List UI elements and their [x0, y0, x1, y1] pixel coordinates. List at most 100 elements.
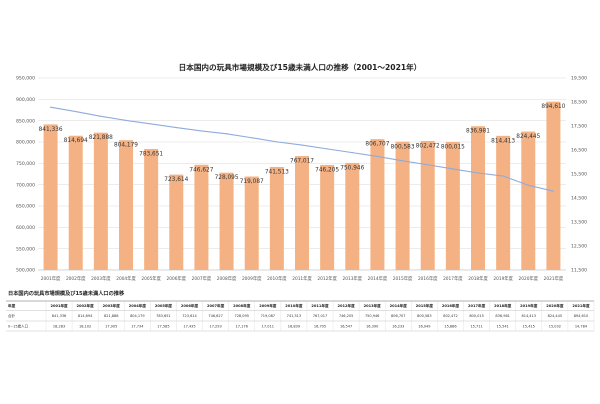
table-cell: 17,293 [209, 324, 221, 328]
bar-value-label: 800,015 [441, 144, 465, 150]
x-tick-label: 2007年度 [192, 275, 212, 282]
line-point [552, 190, 555, 192]
bar-value-label: 746,627 [189, 167, 213, 173]
y2-tick-label: 13,500 [571, 220, 587, 226]
y2-tick-label: 15,500 [571, 172, 587, 178]
bar-value-label: 719,087 [240, 179, 264, 185]
table-cell: 17,734 [131, 324, 144, 328]
table-header-cell: 2003年度 [103, 303, 121, 308]
line-point [175, 126, 177, 129]
x-tick-label: 2015年度 [393, 275, 413, 282]
table-header-cell: 2018年度 [494, 303, 512, 308]
table-cell: 17,435 [183, 324, 195, 328]
x-tick-label: 2003年度 [91, 275, 111, 282]
x-tick-label: 2006年度 [167, 275, 187, 282]
table-header-cell: 2013年度 [364, 303, 382, 308]
table-header-cell: 2015年度 [416, 303, 434, 308]
bar [395, 141, 410, 270]
bar-value-label: 814,413 [491, 138, 515, 144]
bar-value-label: 806,707 [365, 142, 389, 148]
y2-tick-label: 19,500 [571, 76, 587, 82]
line-point [100, 115, 102, 117]
table-cell: 783,651 [156, 314, 170, 318]
table-cell: 16,049 [418, 324, 430, 328]
bar-value-label: 894,610 [541, 104, 565, 110]
line-point [502, 175, 504, 177]
x-tick-label: 2013年度 [343, 275, 363, 282]
table-cell: 15,415 [523, 324, 535, 328]
x-tick-label: 2020年度 [519, 275, 539, 282]
x-tick-label: 2009年度 [242, 275, 262, 282]
y-axis-left: 500,000 550,000 600,000 650,000 700,000 750,0… [16, 76, 35, 274]
line-point [125, 119, 127, 121]
bar [496, 135, 511, 270]
data-table: 年度 2001年度 2002年度 2003年度 2004年度 2005年度 2006年度 20… [6, 300, 595, 332]
bar [43, 124, 58, 270]
table-cell: 16,705 [314, 324, 326, 328]
y2-tick-label: 16,500 [571, 148, 587, 154]
y-tick-label: 550,000 [16, 246, 35, 252]
x-tick-label: 2010年度 [267, 275, 287, 282]
table-header-cell: 2012年度 [337, 303, 355, 308]
x-tick-label: 2005年度 [141, 275, 161, 282]
table-cell: 18,102 [79, 324, 91, 328]
bar-value-label: 821,888 [89, 135, 113, 141]
table-cell: 894,610 [574, 314, 588, 318]
bar-value-label: 841,336 [39, 127, 63, 133]
bar [546, 101, 561, 271]
table-header-cell: 2006年度 [181, 303, 199, 308]
table-header-cell: 2014年度 [390, 303, 408, 308]
x-tick-label: 2004年度 [116, 275, 136, 282]
table-cell: 841,336 [52, 314, 66, 318]
table-cell: 723,614 [182, 314, 197, 318]
bar-value-label: 814,694 [64, 138, 88, 144]
y-axis-right: 11,500 12,500 13,500 14,500 15,500 16,500 17,5… [571, 76, 587, 274]
y2-tick-label: 11,500 [571, 268, 587, 274]
bar-value-label: 824,445 [516, 134, 540, 140]
table-cell: 824,445 [548, 314, 562, 318]
y-tick-label: 650,000 [16, 204, 35, 210]
bar [244, 176, 259, 270]
bar [471, 126, 485, 271]
line-point [477, 172, 479, 174]
y2-tick-label: 18,500 [571, 100, 587, 106]
bar-value-label: 741,513 [265, 169, 289, 175]
bar [320, 164, 335, 270]
bar [445, 141, 460, 270]
table-cell: 17,585 [157, 324, 169, 328]
table-cell: 800,015 [469, 314, 483, 318]
bar-value-label: 802,472 [416, 143, 440, 149]
bar-value-label: 723,614 [164, 177, 188, 183]
table-cell: 746,627 [208, 314, 222, 318]
bar [119, 140, 133, 270]
table-header-cell: 2019年度 [520, 303, 538, 308]
bar-value-label: 836,981 [466, 129, 490, 135]
bar [370, 139, 385, 270]
table-header-cell: 2010年度 [285, 303, 303, 308]
table-cell: 821,888 [104, 314, 118, 318]
x-tick-label: 2019年度 [493, 275, 513, 282]
table-row-label: 合計 [8, 313, 15, 318]
bar [68, 135, 83, 270]
table-cell: 17,176 [236, 324, 248, 328]
table-row-label: 0~15歳人口 [8, 323, 29, 328]
table-cell: 814,694 [78, 314, 93, 318]
bar [345, 162, 360, 270]
table-header-cell: 2007年度 [207, 303, 225, 308]
table-header-cell: 2016年度 [442, 303, 460, 308]
line-point [49, 106, 52, 108]
bar [219, 172, 234, 270]
y-tick-label: 700,000 [16, 182, 35, 188]
table-header-cell: 2002年度 [77, 303, 95, 308]
bar-value-label: 767,017 [290, 159, 314, 165]
table-header-cell: 2011年度 [311, 303, 329, 308]
table-cell: 806,707 [391, 314, 405, 318]
bar [144, 148, 159, 270]
line-point [301, 144, 303, 146]
bar-value-label: 783,651 [139, 151, 163, 157]
y2-tick-label: 14,500 [571, 196, 587, 202]
table-cell: 18,283 [53, 324, 65, 328]
y-tick-label: 850,000 [16, 118, 35, 124]
table-cell: 804,179 [130, 314, 144, 318]
